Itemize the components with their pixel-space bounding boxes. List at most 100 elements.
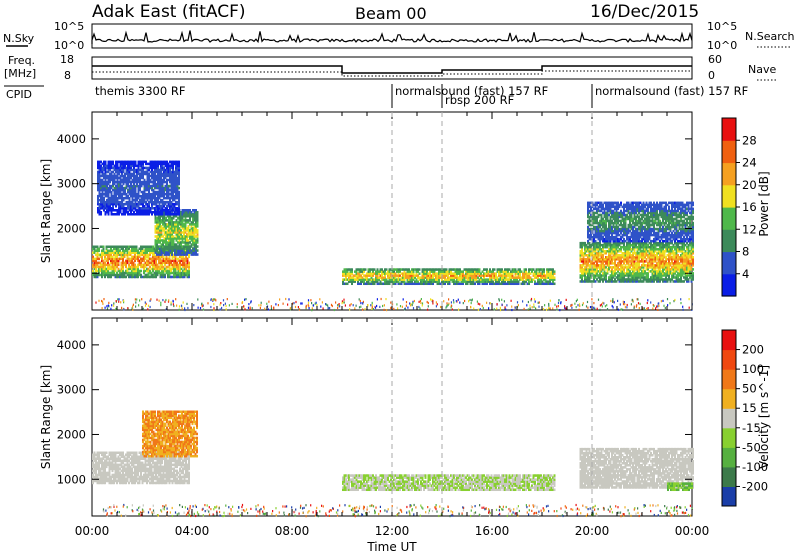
echo-cell — [468, 268, 470, 271]
echo-cell — [101, 194, 104, 198]
echo-cell — [127, 211, 129, 214]
echo-cell — [665, 278, 667, 281]
echo-cell — [493, 282, 496, 286]
echo-cell — [187, 209, 190, 212]
echo-cell — [163, 200, 165, 204]
echo-cell — [176, 207, 179, 210]
echo-cell — [150, 249, 153, 253]
echo-cell — [541, 272, 544, 275]
echo-cell — [593, 233, 595, 237]
echo-cell — [432, 276, 434, 279]
echo-cell — [140, 182, 143, 186]
echo-cell — [148, 196, 150, 200]
echo-cell — [525, 274, 527, 277]
echo-cell — [102, 263, 105, 267]
echo-cell — [156, 253, 158, 256]
echo-cell — [97, 176, 99, 180]
echo-cell — [549, 276, 551, 279]
echo-cell — [375, 280, 377, 283]
echo-cell — [178, 166, 180, 170]
echo-cell — [157, 198, 159, 202]
echo-cell — [157, 182, 159, 186]
echo-cell — [603, 250, 606, 253]
echo-cell — [579, 264, 582, 267]
echo-cell — [171, 237, 173, 240]
echo-cell — [602, 254, 604, 257]
echo-cell — [354, 270, 356, 273]
echo-cell — [136, 176, 138, 180]
echo-cell — [681, 268, 684, 271]
echo-cell — [373, 282, 376, 286]
echo-cell — [137, 257, 139, 261]
echo-cell — [668, 278, 670, 281]
echo-cell — [110, 170, 113, 174]
echo-cell — [692, 250, 694, 253]
echo-cell — [104, 166, 107, 170]
echo-cell — [113, 186, 116, 190]
echo-cell — [650, 270, 652, 273]
cpid-segment-label: normalsound (fast) 157 RF — [595, 84, 748, 98]
echo-cell — [163, 239, 166, 242]
echo-cell — [176, 209, 179, 212]
echo-cell — [692, 260, 694, 263]
echo-cell — [623, 262, 625, 265]
echo-cell — [665, 276, 667, 279]
echo-cell — [689, 264, 691, 267]
echo-cell — [146, 251, 148, 255]
echo-cell — [127, 164, 129, 168]
echo-cell — [122, 273, 124, 277]
echo-cell — [660, 252, 663, 255]
echo-cell — [587, 250, 589, 253]
echo-cell — [92, 269, 94, 273]
echo-cell — [364, 268, 367, 271]
echo-cell — [469, 282, 472, 286]
echo-cell — [501, 282, 503, 286]
echo-cell — [106, 188, 108, 192]
echo-cell — [155, 164, 158, 168]
echo-cell — [523, 268, 526, 271]
echo-cell — [162, 267, 165, 271]
echo-cell — [173, 271, 175, 275]
echo-cell — [665, 272, 667, 275]
echo-cell — [114, 275, 117, 279]
echo-cell — [399, 282, 401, 286]
echo-cell — [388, 270, 391, 273]
echo-cell — [166, 180, 168, 184]
echo-cell — [158, 194, 161, 198]
echo-cell — [159, 241, 161, 244]
echo-cell — [351, 268, 353, 271]
echo-cell — [397, 282, 400, 286]
echo-cell — [624, 274, 627, 277]
echo-cell — [161, 211, 164, 214]
echo-cell — [627, 268, 630, 271]
echo-cell — [588, 203, 591, 207]
echo-cell — [635, 252, 637, 255]
echo-cell — [106, 194, 108, 198]
echo-cell — [415, 280, 418, 283]
echo-cell — [660, 245, 663, 249]
echo-cell — [157, 160, 159, 164]
echo-cell — [141, 249, 144, 253]
echo-cell — [154, 249, 157, 252]
echo-cell — [190, 225, 193, 228]
echo-cell — [135, 251, 138, 255]
echo-cell — [145, 209, 147, 212]
echo-cell — [161, 186, 164, 190]
echo-cell — [114, 255, 117, 259]
echo-cell — [131, 194, 134, 198]
cpid-segment-label: themis 3300 RF — [95, 84, 185, 98]
echo-cell — [134, 184, 137, 188]
echo-cell — [632, 280, 634, 283]
echo-cell — [148, 192, 150, 196]
echo-cell — [143, 207, 146, 210]
echo-cell — [173, 273, 175, 277]
echo-cell — [95, 257, 97, 261]
echo-cell — [587, 256, 589, 259]
echo-cell — [159, 221, 161, 224]
echo-cell — [176, 160, 179, 164]
echo-cell — [145, 202, 147, 206]
echo-cell — [144, 245, 147, 249]
echo-cell — [594, 260, 597, 263]
echo-cell — [484, 280, 487, 283]
echo-cell — [513, 282, 515, 286]
